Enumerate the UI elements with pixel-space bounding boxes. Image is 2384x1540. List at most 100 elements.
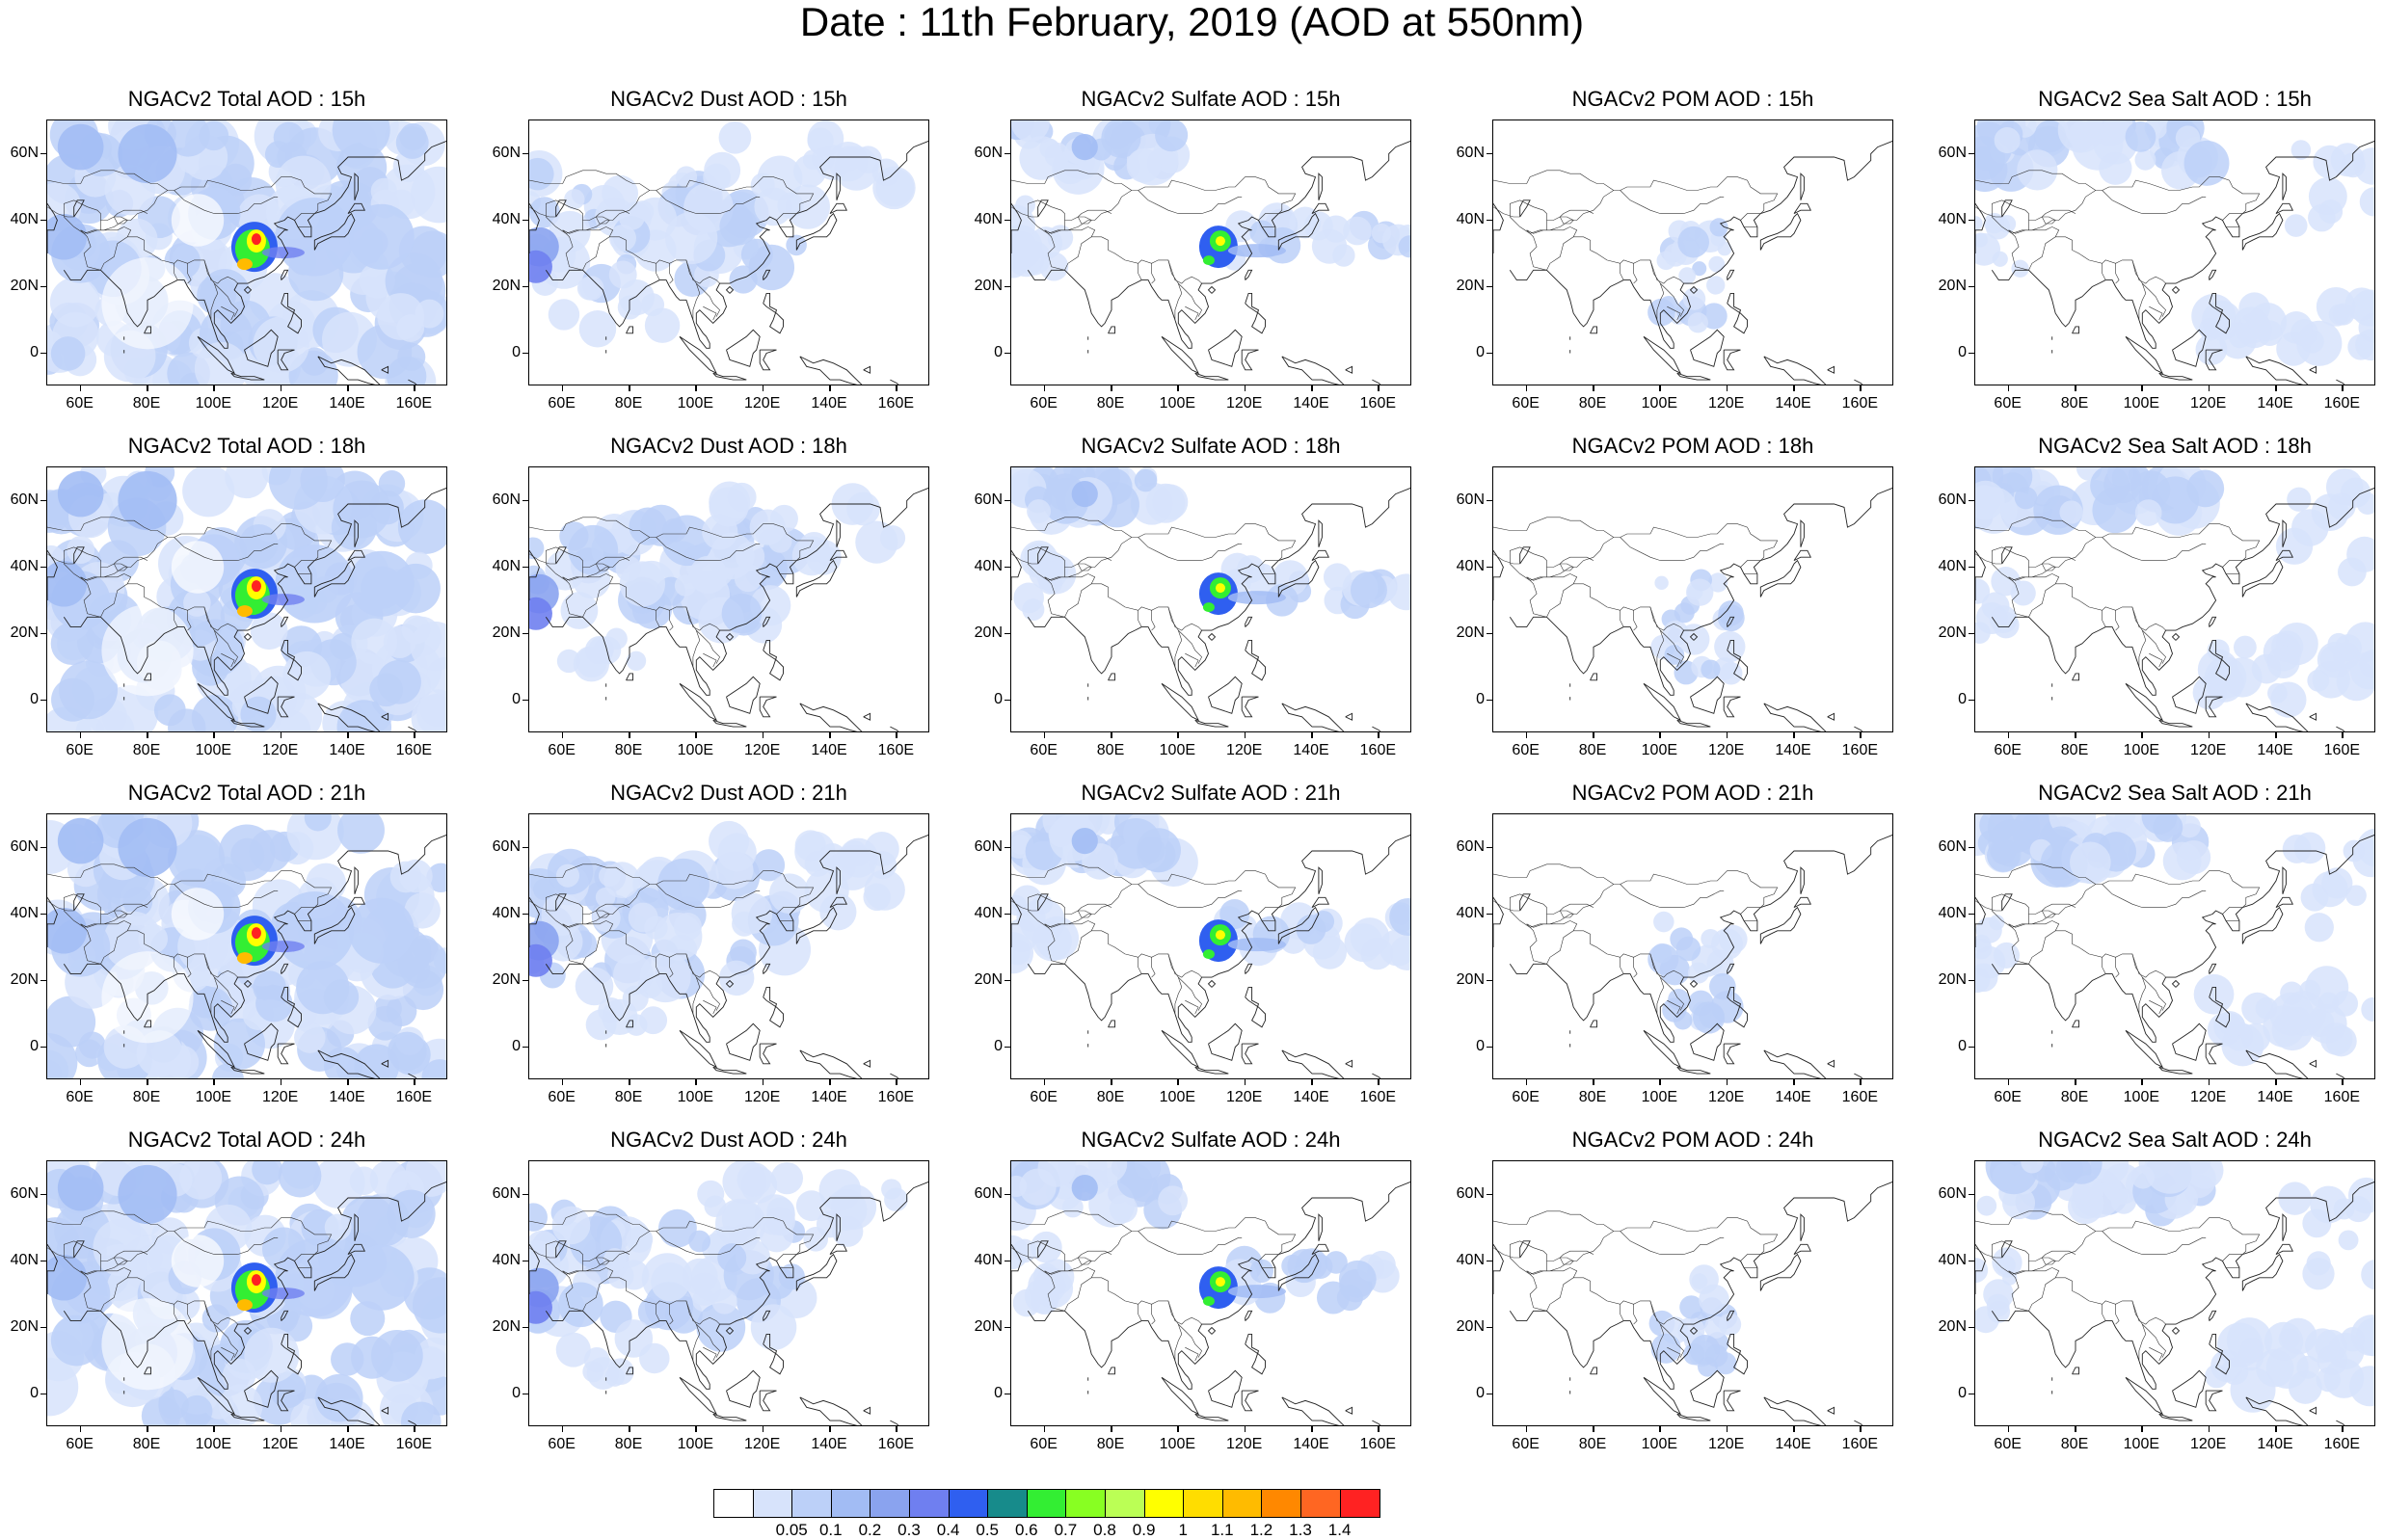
aod-cell [405, 1161, 446, 1197]
country-border [114, 910, 128, 918]
aod-cell [1350, 917, 1390, 957]
lat-tickmark [1004, 352, 1010, 354]
aod-cell [737, 1162, 772, 1197]
coastline [863, 1406, 871, 1415]
coastline [244, 1022, 279, 1061]
country-border [47, 553, 74, 565]
coastline [799, 356, 863, 385]
coastline [73, 199, 85, 218]
country-border [1493, 900, 1520, 912]
lon-tickmark [1726, 385, 1728, 391]
colorbar-label: 1 [1178, 1521, 1188, 1539]
aod-cell [1155, 120, 1189, 152]
colorbar-box [909, 1490, 950, 1517]
lat-tickmark [1487, 979, 1492, 981]
country-border [1510, 523, 1779, 581]
plume-peak [251, 927, 261, 940]
aod-cell [558, 1282, 603, 1328]
aod-cell [1701, 659, 1721, 679]
country-border [1991, 546, 2029, 568]
aod-cell [548, 299, 580, 331]
aod-cell [1249, 1259, 1274, 1284]
lon-tickmark [1593, 1426, 1594, 1432]
country-border [203, 953, 219, 1014]
aod-cell [529, 1290, 552, 1324]
colorbar-box [949, 1490, 989, 1517]
lon-tickmark [629, 732, 630, 738]
aod-cell [351, 618, 398, 665]
lat-tick-label: 40N [1938, 210, 1967, 227]
lat-tickmark [40, 1326, 46, 1328]
country-border [80, 1270, 101, 1312]
coastline [890, 1073, 899, 1078]
colorbar-label: 0.05 [775, 1521, 808, 1539]
lon-tickmark [1726, 1426, 1728, 1432]
coastline [1793, 896, 1812, 909]
country-border [2131, 259, 2147, 320]
aod-cell [529, 537, 545, 560]
aod-cell [657, 858, 710, 911]
lon-tick-label: 120E [261, 395, 299, 412]
coastline [2172, 676, 2207, 714]
lat-tickmark [522, 1046, 528, 1048]
plume-secondary [236, 952, 253, 965]
lon-tick-label: 120E [743, 395, 781, 412]
aod-cell [268, 467, 328, 510]
country-border [47, 1247, 74, 1259]
lat-tickmark [40, 152, 46, 154]
lat-tickmark [1969, 979, 1974, 981]
lat-tickmark [1004, 219, 1010, 221]
lon-tickmark [1043, 732, 1046, 738]
coastline [2125, 682, 2164, 722]
aod-cell [715, 1198, 766, 1250]
country-border [63, 1240, 101, 1261]
map-panel-dust-24h [528, 1160, 929, 1426]
lat-tick-label: 40N [1938, 904, 1967, 921]
country-border [1560, 910, 1574, 918]
aod-cell [2284, 214, 2308, 237]
coastline [2072, 673, 2079, 681]
aod-cell [244, 1327, 300, 1383]
lon-tickmark [1311, 385, 1313, 391]
aod-cell [598, 996, 625, 1023]
coastline [799, 703, 863, 731]
lon-tickmark [1043, 1079, 1046, 1085]
coastline [1643, 1029, 1682, 1069]
lon-tickmark [2208, 1426, 2210, 1432]
lon-tick-label: 140E [1293, 1436, 1329, 1452]
lon-tickmark [1244, 732, 1246, 738]
coastline [1759, 212, 1802, 251]
coastline [763, 986, 784, 1028]
lat-tickmark [40, 1260, 46, 1261]
lat-tickmark [522, 846, 528, 848]
aod-cell [2144, 1161, 2196, 1194]
aod-cell [1679, 1295, 1703, 1319]
aod-cell [718, 960, 755, 996]
lon-tickmark [213, 1426, 215, 1432]
coastline [1509, 141, 1892, 349]
lat-tick-label: 0 [512, 343, 521, 360]
country-border [63, 546, 101, 568]
lon-tickmark [629, 385, 630, 391]
lon-tickmark [79, 1426, 82, 1432]
aod-cell [50, 336, 86, 371]
coastline [863, 365, 871, 374]
lon-tick-label: 80E [1096, 1436, 1125, 1452]
lon-tick-label: 100E [1641, 742, 1678, 758]
lat-tick-label: 40N [10, 557, 39, 574]
map-panel-seasalt-21h [1974, 813, 2375, 1079]
country-border [609, 930, 720, 978]
lat-tickmark [1969, 1393, 1974, 1394]
coastline [230, 1066, 265, 1075]
aod-cell [1986, 1293, 2010, 1317]
coastline [1519, 546, 1531, 565]
coastline [2209, 616, 2217, 627]
panel-title: NGACv2 Dust AOD : 18h [610, 434, 847, 458]
coastline [2282, 519, 2287, 547]
aod-cell [768, 529, 792, 553]
lon-tick-label: 100E [677, 1089, 714, 1105]
lat-tick-label: 40N [1938, 1251, 1967, 1268]
coastline [73, 893, 85, 912]
coastline [1727, 269, 1735, 280]
country-border [562, 1270, 583, 1312]
